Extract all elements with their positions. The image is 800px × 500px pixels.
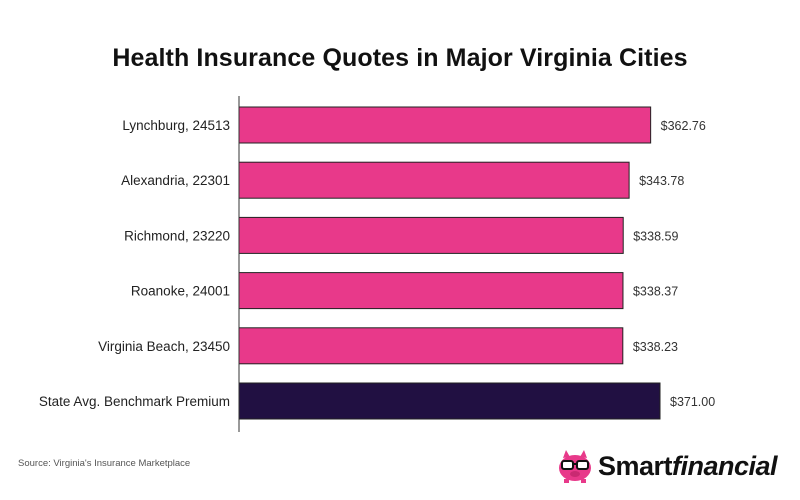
category-label-5: State Avg. Benchmark Premium bbox=[39, 394, 230, 409]
category-label-4: Virginia Beach, 23450 bbox=[98, 339, 230, 354]
value-label-2: $338.59 bbox=[633, 229, 678, 243]
bar-0 bbox=[238, 106, 652, 144]
brand-wordmark-part1: Smart bbox=[598, 450, 673, 481]
brand-wordmark-part2: financial bbox=[672, 450, 778, 481]
brand-wordmark: Smartfinancial bbox=[598, 450, 778, 482]
value-label-0: $362.76 bbox=[661, 119, 706, 133]
value-label-4: $338.23 bbox=[633, 340, 678, 354]
category-label-2: Richmond, 23220 bbox=[124, 228, 230, 243]
category-label-0: Lynchburg, 24513 bbox=[122, 118, 230, 133]
bar-1 bbox=[238, 161, 630, 199]
piggy-bank-icon bbox=[559, 450, 591, 483]
bar-5 bbox=[238, 382, 661, 420]
chart-title: Health Insurance Quotes in Major Virgini… bbox=[112, 44, 688, 72]
bar-2 bbox=[238, 216, 624, 254]
category-label-1: Alexandria, 22301 bbox=[121, 173, 230, 188]
brand-logo: Smartfinancial bbox=[556, 446, 778, 486]
category-label-3: Roanoke, 24001 bbox=[131, 284, 230, 299]
bar-3 bbox=[238, 272, 624, 310]
value-label-5: $371.00 bbox=[670, 395, 715, 409]
source-note: Source: Virginia's Insurance Marketplace bbox=[18, 458, 191, 469]
value-label-3: $338.37 bbox=[633, 285, 678, 299]
value-label-1: $343.78 bbox=[639, 174, 684, 188]
bar-4 bbox=[238, 327, 624, 365]
